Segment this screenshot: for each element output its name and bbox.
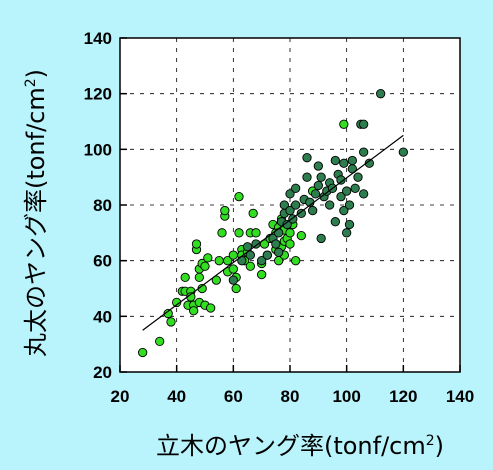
data-point (285, 205, 295, 216)
data-point (296, 208, 306, 219)
x-tick-label: 140 (446, 387, 474, 406)
y-tick-label: 100 (84, 140, 112, 159)
data-point (285, 239, 295, 249)
data-point (359, 189, 369, 199)
data-point (296, 230, 306, 241)
data-point (350, 183, 360, 193)
data-point (228, 264, 238, 274)
data-point (245, 261, 255, 271)
y-tick-label: 40 (93, 307, 112, 326)
data-point (251, 228, 261, 238)
x-tick-labels: 20 40 60 80 100 120 140 (111, 387, 475, 406)
data-point (180, 272, 190, 283)
data-point (325, 200, 335, 210)
data-point (291, 183, 301, 193)
data-points (138, 89, 408, 358)
y-tick-label: 80 (93, 196, 112, 215)
data-point (245, 250, 255, 260)
data-point (223, 256, 233, 266)
data-point (274, 247, 284, 257)
data-point (310, 189, 321, 199)
x-axis-title: 立木のヤング率(tonf/cm2) (156, 432, 444, 460)
data-point (166, 317, 176, 327)
data-point (262, 250, 272, 260)
data-point (191, 239, 202, 249)
data-point (398, 147, 408, 157)
data-point (257, 269, 267, 280)
data-point (138, 347, 148, 358)
data-point (342, 228, 352, 238)
data-point (231, 283, 241, 294)
x-tick-label: 80 (281, 387, 300, 406)
y-tick-labels: 20 40 60 80 100 120 140 (84, 29, 112, 382)
data-point (251, 239, 261, 249)
data-point (359, 147, 369, 157)
y-tick-label: 20 (93, 363, 112, 382)
data-point (189, 306, 199, 316)
data-point (200, 261, 210, 271)
data-point (203, 253, 213, 263)
data-point (214, 256, 224, 266)
data-point (291, 256, 301, 266)
x-tick-label: 40 (167, 387, 186, 406)
data-point (302, 172, 312, 182)
data-point (339, 119, 349, 129)
data-point (234, 228, 244, 238)
data-point (336, 175, 346, 185)
data-point (347, 155, 357, 166)
data-point (330, 155, 340, 166)
data-point (291, 200, 301, 210)
data-point (308, 205, 318, 216)
data-point (155, 336, 165, 347)
data-point (282, 219, 292, 230)
data-point (302, 153, 312, 163)
x-tick-label: 120 (389, 387, 417, 406)
ticks (119, 37, 461, 373)
data-point (163, 308, 173, 319)
data-point (234, 191, 244, 202)
data-point (353, 172, 363, 182)
data-point (228, 275, 238, 285)
x-tick-label: 100 (332, 387, 360, 406)
data-point (339, 158, 349, 168)
data-point (359, 119, 369, 129)
data-point (228, 250, 238, 260)
data-point (316, 233, 326, 244)
data-point (274, 228, 284, 238)
data-point (316, 172, 326, 182)
data-point (220, 205, 230, 216)
data-point (313, 180, 323, 191)
data-point (376, 89, 386, 99)
data-point (217, 228, 227, 238)
data-point (271, 239, 281, 249)
data-point (279, 200, 289, 210)
trend-line (142, 134, 404, 331)
data-point (285, 228, 295, 238)
data-point (336, 191, 346, 202)
data-point (339, 205, 349, 216)
y-tick-label: 60 (93, 252, 112, 271)
data-point (211, 275, 221, 285)
data-point (313, 161, 323, 171)
data-point (344, 200, 355, 210)
data-point (344, 219, 355, 230)
data-point (342, 186, 352, 196)
data-point (330, 217, 340, 227)
y-tick-label: 140 (84, 29, 112, 48)
y-axis-title: 丸太のヤング率(tonf/cm2) (22, 69, 50, 357)
x-tick-label: 60 (224, 387, 243, 406)
data-point (194, 272, 204, 283)
data-point (257, 256, 267, 266)
data-point (206, 303, 216, 313)
y-tick-label: 120 (84, 85, 112, 104)
data-point (248, 208, 258, 219)
data-point (242, 242, 253, 252)
x-tick-label: 20 (111, 387, 130, 406)
data-point (285, 189, 295, 199)
